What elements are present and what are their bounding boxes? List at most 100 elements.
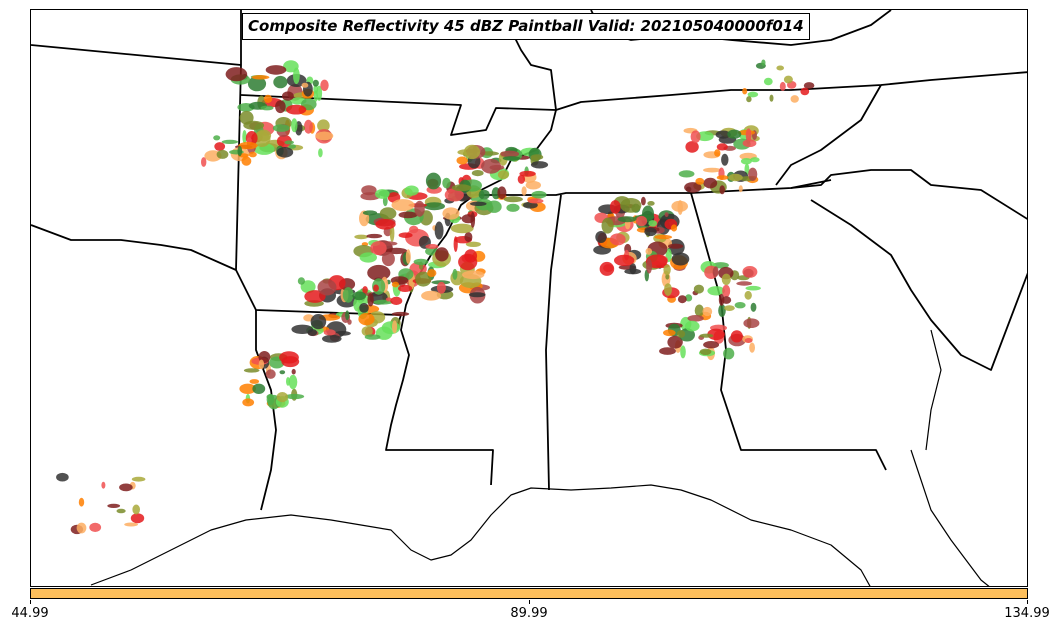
reflectivity-blob (242, 398, 255, 407)
reflectivity-blob (392, 320, 398, 334)
reflectivity-blob (450, 223, 474, 234)
reflectivity-blob (381, 251, 395, 267)
reflectivity-blob (260, 105, 274, 111)
reflectivity-blob (644, 227, 657, 237)
reflectivity-blob (436, 281, 446, 294)
border-line (545, 194, 562, 491)
reflectivity-blob (665, 274, 670, 280)
reflectivity-blob (415, 271, 432, 287)
reflectivity-blob (276, 392, 288, 403)
reflectivity-blob (497, 170, 509, 180)
coastline (90, 484, 871, 586)
reflectivity-blob (734, 302, 746, 309)
reflectivity-blob (523, 201, 538, 209)
reflectivity-blob (276, 134, 292, 148)
reflectivity-blob (724, 305, 735, 311)
reflectivity-blob (464, 249, 478, 263)
reflectivity-blob (462, 270, 485, 280)
reflectivity-blob (746, 96, 752, 103)
reflectivity-blob (747, 91, 759, 98)
reflectivity-blob (684, 182, 702, 193)
reflectivity-blob (702, 306, 713, 317)
reflectivity-blob (404, 185, 419, 196)
reflectivity-blob (354, 234, 369, 240)
reflectivity-blob (342, 287, 354, 303)
reflectivity-blob (131, 476, 146, 482)
reflectivity-blob (258, 359, 265, 370)
reflectivity-blob (421, 290, 442, 301)
reflectivity-blob (530, 154, 544, 161)
reflectivity-blob (76, 522, 87, 534)
reflectivity-blob (367, 264, 391, 281)
reflectivity-blob (345, 310, 350, 321)
map-canvas (31, 10, 1027, 586)
reflectivity-blob (776, 65, 784, 71)
reflectivity-blob (654, 234, 672, 240)
reflectivity-blob (107, 503, 121, 508)
reflectivity-blob (783, 75, 793, 84)
reflectivity-blob (497, 186, 507, 199)
reflectivity-blob (456, 156, 468, 165)
reflectivity-blob (317, 279, 337, 296)
reflectivity-blob (601, 217, 614, 234)
reflectivity-blob (506, 203, 520, 212)
reflectivity-blob (779, 81, 786, 91)
reflectivity-blob (201, 157, 207, 167)
coastline (910, 449, 990, 586)
reflectivity-blob (595, 231, 607, 243)
reflectivity-blob (671, 200, 688, 212)
reflectivity-blob (398, 232, 413, 238)
reflectivity-blob (425, 244, 439, 249)
reflectivity-blob (359, 303, 369, 313)
reflectivity-blob (56, 472, 69, 482)
reflectivity-blob (423, 202, 445, 211)
reflectivity-blob (664, 212, 669, 218)
reflectivity-blob (719, 185, 725, 195)
reflectivity-blob (285, 104, 307, 115)
reflectivity-blob (659, 347, 676, 355)
reflectivity-blob (769, 94, 774, 102)
reflectivity-blob (362, 286, 368, 294)
reflectivity-blob (744, 290, 752, 300)
reflectivity-blob (614, 254, 635, 266)
reflectivity-blob (718, 304, 726, 317)
reflectivity-blob (284, 140, 294, 145)
reflectivity-blob (116, 508, 126, 514)
reflectivity-blob (743, 318, 760, 329)
reflectivity-blob (221, 139, 239, 144)
reflectivity-blob (243, 368, 260, 373)
reflectivity-blob (310, 314, 327, 330)
colorbar-tick-label: 89.99 (510, 606, 548, 621)
reflectivity-blob (317, 119, 330, 132)
reflectivity-blob (312, 79, 319, 87)
reflectivity-blob (275, 100, 286, 114)
reflectivity-blob (463, 144, 481, 160)
reflectivity-blob (742, 88, 748, 95)
colorbar-tick-label: 44.99 (11, 606, 49, 621)
reflectivity-blob (738, 185, 743, 193)
reflectivity-blob (313, 84, 319, 94)
reflectivity-blob (364, 334, 381, 340)
reflectivity-blob (225, 67, 248, 82)
reflectivity-blob (668, 243, 684, 249)
reflectivity-blob (243, 120, 265, 130)
reflectivity-blob (379, 207, 397, 220)
reflectivity-blob (361, 326, 373, 337)
reflectivity-blob (291, 324, 314, 334)
reflectivity-blob (736, 281, 753, 286)
reflectivity-blob (265, 369, 276, 379)
border-line (456, 179, 832, 196)
reflectivity-blob (646, 258, 653, 274)
reflectivity-blob (358, 312, 375, 326)
reflectivity-blob (367, 293, 374, 307)
reflectivity-blob (761, 59, 766, 66)
reflectivity-blob (742, 266, 758, 278)
reflectivity-blob (272, 124, 290, 132)
reflectivity-blob (385, 297, 392, 302)
reflectivity-blob (405, 249, 411, 264)
reflectivity-blob (629, 263, 637, 275)
reflectivity-blob (301, 82, 309, 88)
reflectivity-blob (716, 143, 728, 151)
reflectivity-blob (715, 130, 731, 139)
reflectivity-blob (282, 91, 294, 101)
